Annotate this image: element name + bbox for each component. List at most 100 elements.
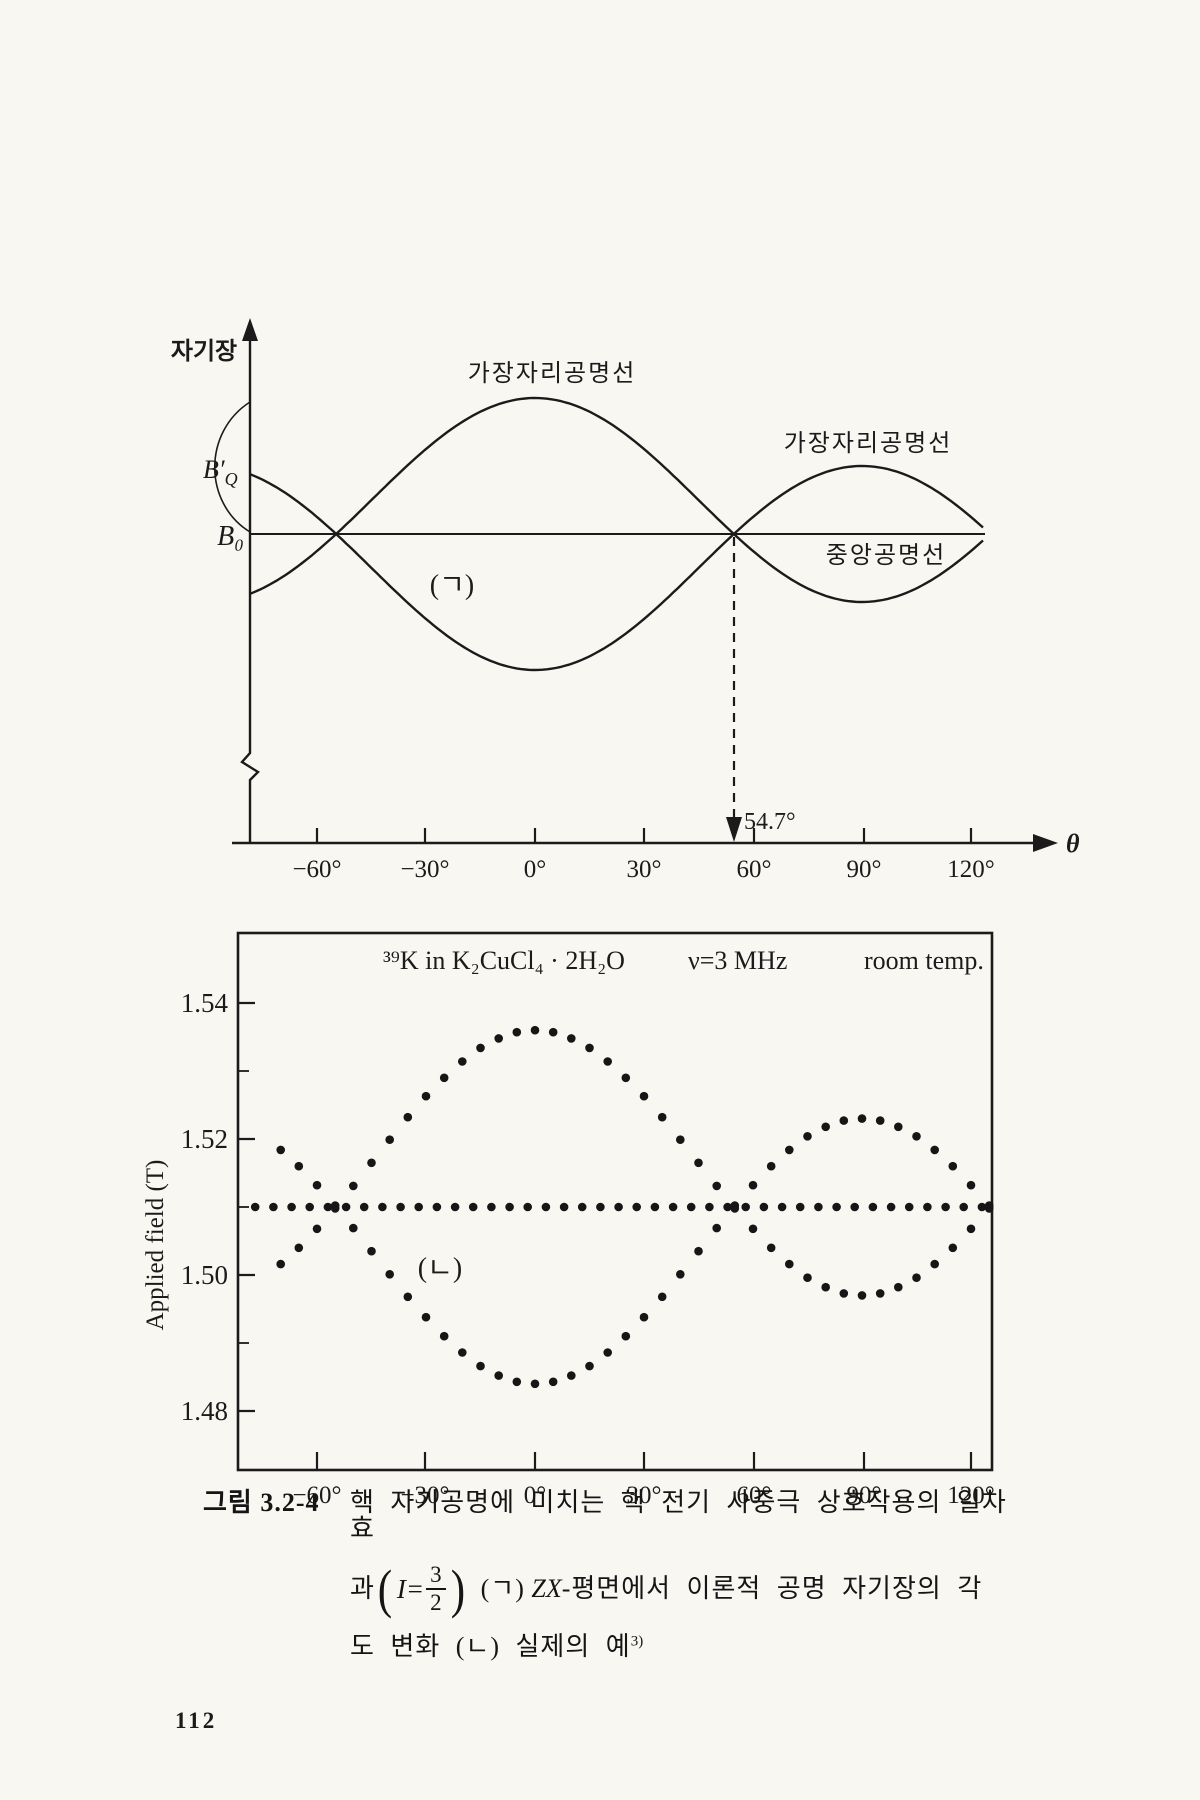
data-point: [541, 1202, 551, 1212]
y-axis-arrow-icon: [242, 318, 258, 341]
data-point: [930, 1259, 939, 1269]
figure-caption: 그림 3.2-4 핵 자기공명에 미치는 핵 전기 사중극 상호작용의 일차 효…: [203, 1490, 1043, 1660]
data-point: [621, 1331, 631, 1341]
x-tick-label: 30°: [627, 1482, 662, 1509]
data-point: [548, 1027, 558, 1037]
bq-label: B′Q: [203, 455, 238, 489]
data-point: [548, 1377, 558, 1387]
spin-variable: I=: [396, 1573, 425, 1604]
x-tick-labels: −60° −30° 0° 30° 60° 90° 120°: [292, 856, 994, 883]
data-point: [577, 1202, 587, 1212]
data-point: [657, 1292, 667, 1302]
x-tick-label: 120°: [947, 1482, 995, 1509]
data-point: [512, 1027, 522, 1037]
data-point: [621, 1073, 631, 1083]
data-point: [912, 1273, 921, 1282]
chart-title-temperature: room temp.: [864, 946, 984, 975]
data-point: [341, 1202, 351, 1212]
data-point: [676, 1270, 685, 1279]
data-point: [596, 1202, 605, 1212]
data-point: [839, 1289, 849, 1298]
magic-angle-arrow-icon: [726, 817, 742, 842]
y-axis: [240, 338, 260, 843]
data-point: [250, 1202, 260, 1212]
edge-resonance-label-right: 가장자리공명선: [784, 430, 953, 457]
data-point: [603, 1348, 612, 1357]
zx-plane-symbol: ZX: [531, 1574, 562, 1603]
data-point: [603, 1057, 612, 1066]
satellite-curves: [250, 396, 984, 672]
figure-number: 그림 3.2-4: [203, 1488, 320, 1517]
caption-line3: 도 변화 (ㄴ) 실제의 예: [350, 1632, 631, 1661]
edge-resonance-label-left: 가장자리공명선: [468, 360, 637, 387]
data-point: [585, 1043, 594, 1053]
data-point: [821, 1122, 830, 1132]
data-point: [305, 1202, 315, 1212]
data-point: [886, 1202, 896, 1212]
x-tick-labels: −60° −30° 0° 30° 60° 90° 120°: [292, 1482, 994, 1509]
x-tick-label: 90°: [847, 1482, 882, 1509]
data-point: [476, 1361, 485, 1371]
x-tick-label: −30°: [400, 856, 449, 883]
panel-label-top: (ㄱ): [430, 570, 474, 601]
data-point: [894, 1282, 903, 1292]
data-point: [312, 1180, 322, 1190]
data-point: [686, 1202, 696, 1212]
data-point: [396, 1202, 405, 1212]
data-point: [378, 1202, 387, 1212]
data-point: [766, 1243, 776, 1253]
data-point: [923, 1202, 932, 1212]
data-point: [614, 1202, 623, 1212]
data-point: [941, 1202, 950, 1212]
data-point: [959, 1202, 968, 1212]
data-point: [567, 1371, 576, 1380]
data-point: [523, 1202, 532, 1212]
x-tick-label: 0°: [524, 1482, 547, 1509]
data-point: [487, 1202, 496, 1212]
data-point: [458, 1057, 467, 1066]
caption-line2-mid: (ㄱ): [480, 1574, 525, 1603]
data-point: [414, 1202, 424, 1212]
caption-reference-mark: 3): [630, 1633, 644, 1650]
data-point: [668, 1202, 678, 1212]
y-axis-label: Applied field (T): [142, 1160, 169, 1331]
x-tick-label: 90°: [847, 856, 882, 883]
panel-label-bottom: (ㄴ): [418, 1253, 462, 1284]
data-point: [676, 1135, 685, 1144]
data-point: [930, 1145, 939, 1155]
data-point: [839, 1116, 849, 1125]
data-point: [966, 1180, 976, 1190]
data-point: [857, 1114, 867, 1123]
x-tick-label: 120°: [947, 856, 995, 883]
data-point: [639, 1091, 649, 1101]
y-tick-label: 1.52: [181, 1124, 228, 1154]
data-point: [694, 1158, 703, 1168]
data-point: [287, 1202, 296, 1212]
data-point: [403, 1112, 413, 1122]
data-point: [657, 1112, 667, 1122]
data-point: [359, 1202, 369, 1212]
data-point: [468, 1202, 478, 1212]
data-point: [712, 1181, 721, 1191]
data-points: [250, 1025, 994, 1389]
data-point: [712, 1223, 721, 1233]
data-point: [966, 1224, 976, 1234]
y-tick-label: 1.54: [181, 988, 229, 1018]
data-point: [723, 1202, 732, 1212]
data-point: [639, 1312, 649, 1322]
experimental-chart: ³⁹K in K₂CuCl₄ · 2H₂O ν=3 MHz room temp.…: [142, 931, 995, 1509]
caption-line2-rest: -평면에서 이론적 공명 자기장의 각: [561, 1574, 983, 1603]
data-point: [766, 1161, 776, 1171]
data-point: [439, 1331, 449, 1341]
chart-title-sample: ³⁹K in K₂CuCl₄ · 2H₂O: [383, 946, 625, 975]
y-tick-labels: 1.54 1.52 1.50 1.48: [181, 988, 229, 1426]
data-point: [632, 1202, 641, 1212]
b0-label: B₀: [217, 521, 244, 552]
data-point: [476, 1043, 485, 1053]
data-point: [432, 1202, 442, 1212]
data-point: [269, 1202, 278, 1212]
data-point: [850, 1202, 859, 1212]
data-point: [977, 1202, 987, 1212]
data-point: [512, 1377, 522, 1387]
data-point: [705, 1202, 714, 1212]
